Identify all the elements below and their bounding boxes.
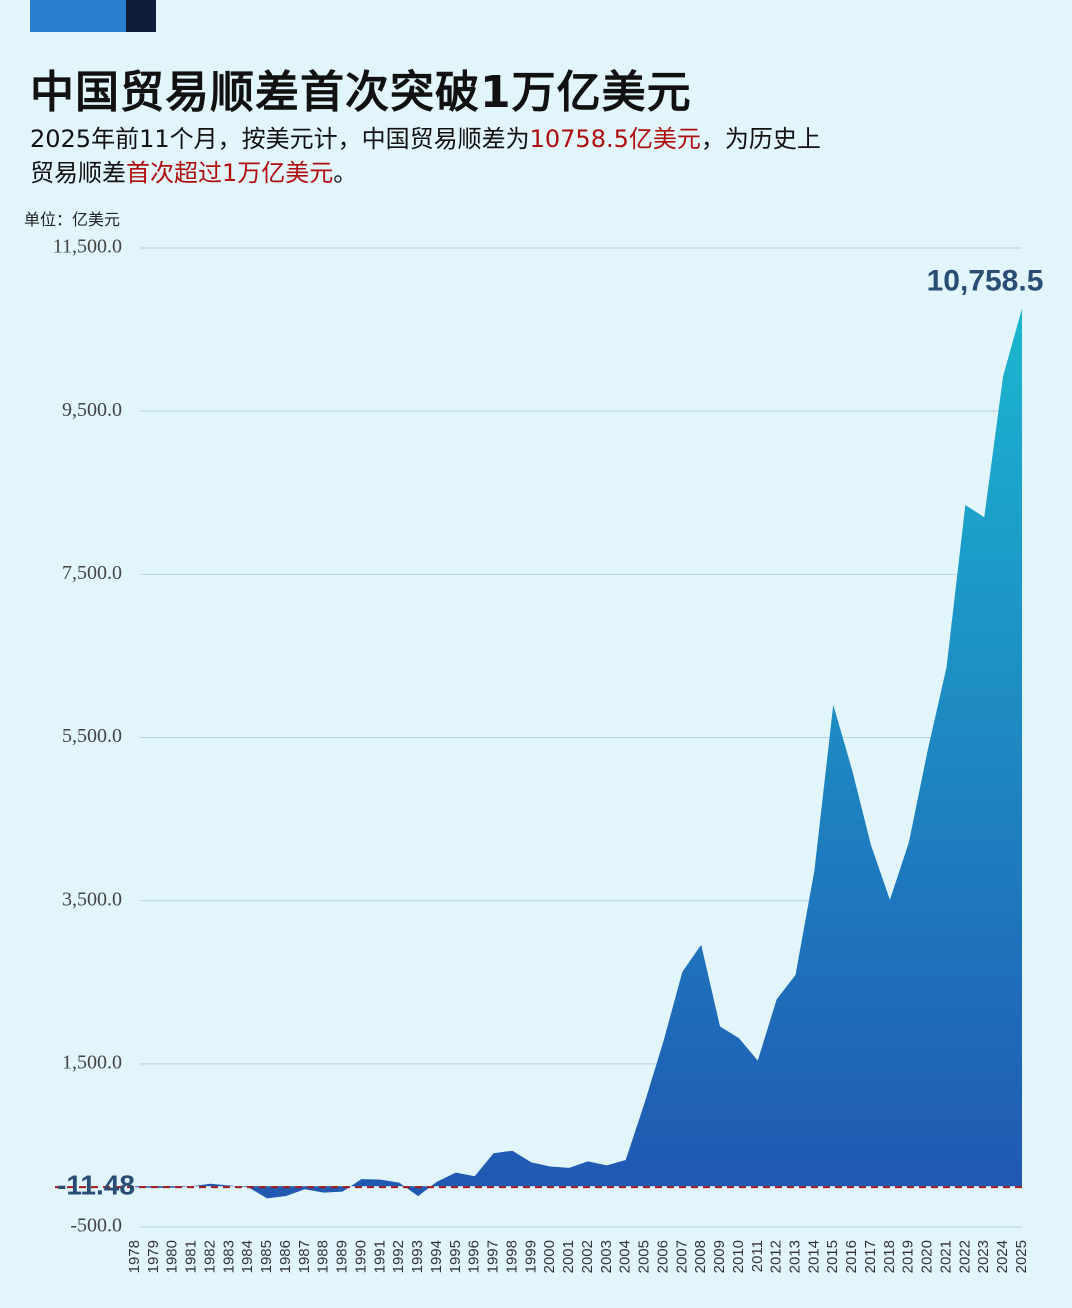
x-tick-label: 1978 <box>126 1240 143 1273</box>
x-tick-label: 2011 <box>749 1240 766 1272</box>
x-tick-label: 2025 <box>1013 1240 1030 1273</box>
x-tick-label: 2006 <box>654 1240 671 1273</box>
x-tick-label: 2007 <box>673 1240 690 1273</box>
x-tick-label: 2009 <box>711 1240 728 1273</box>
subtitle-text: 2025年前11个月，按美元计，中国贸易顺差为 <box>30 125 530 153</box>
subtitle-highlight: 10758.5亿美元 <box>529 125 701 153</box>
x-tick-label: 1979 <box>145 1240 162 1273</box>
x-tick-label: 2004 <box>617 1240 634 1273</box>
y-tick-label: 9,500.0 <box>62 399 122 421</box>
x-tick-label: 1993 <box>409 1240 426 1273</box>
x-tick-label: 2022 <box>956 1240 973 1273</box>
x-tick-label: 1997 <box>485 1240 502 1273</box>
x-tick-label: 2014 <box>805 1240 822 1273</box>
x-tick-label: 2024 <box>994 1240 1011 1273</box>
y-tick-label: 5,500.0 <box>62 725 122 747</box>
y-tick-label: 11,500.0 <box>53 236 122 258</box>
x-tick-label: 2023 <box>975 1240 992 1273</box>
x-tick-label: 1996 <box>466 1240 483 1273</box>
x-tick-label: 2000 <box>541 1240 558 1273</box>
subtitle: 2025年前11个月，按美元计，中国贸易顺差为10758.5亿美元，为历史上贸易… <box>30 122 821 190</box>
subtitle-highlight: 首次超过1万亿美元 <box>126 159 334 187</box>
x-tick-label: 2018 <box>881 1240 898 1273</box>
reference-label: -11.48 <box>57 1170 135 1201</box>
unit-label: 单位：亿美元 <box>24 210 121 229</box>
y-tick-label: -500.0 <box>70 1215 122 1237</box>
subtitle-text: ，为历史上 <box>700 125 821 153</box>
y-tick-label: 3,500.0 <box>62 888 122 910</box>
x-tick-label: 1992 <box>390 1240 407 1273</box>
x-tick-label: 1990 <box>352 1240 369 1273</box>
value-label: 10,758.5 <box>927 264 1044 297</box>
x-tick-label: 1982 <box>201 1240 218 1273</box>
x-tick-label: 2021 <box>937 1240 954 1273</box>
x-tick-label: 1981 <box>183 1240 200 1273</box>
chart-title: 中国贸易顺差首次突破1万亿美元 <box>30 67 692 118</box>
x-tick-label: 1980 <box>164 1240 181 1273</box>
x-tick-label: 2016 <box>843 1240 860 1273</box>
subtitle-text: 。 <box>333 159 358 187</box>
x-tick-label: 1985 <box>258 1240 275 1273</box>
x-tick-label: 1995 <box>447 1240 464 1273</box>
y-tick-label: 1,500.0 <box>62 1051 122 1073</box>
x-tick-label: 1998 <box>503 1240 520 1273</box>
x-tick-label: 2002 <box>579 1240 596 1273</box>
x-tick-label: 2008 <box>692 1240 709 1273</box>
y-tick-label: 7,500.0 <box>62 562 122 584</box>
x-tick-label: 1983 <box>220 1240 237 1273</box>
x-tick-label: 2010 <box>730 1240 747 1273</box>
x-tick-label: 2020 <box>919 1240 936 1273</box>
x-tick-label: 2003 <box>598 1240 615 1273</box>
x-tick-label: 1987 <box>296 1240 313 1273</box>
header-block <box>30 0 156 32</box>
x-tick-label: 2015 <box>824 1240 841 1273</box>
x-tick-label: 2012 <box>768 1240 785 1273</box>
subtitle-text: 贸易顺差 <box>30 159 126 187</box>
x-tick-label: 2005 <box>636 1240 653 1273</box>
x-tick-label: 1988 <box>315 1240 332 1273</box>
x-tick-label: 1999 <box>522 1240 539 1273</box>
x-tick-label: 1984 <box>239 1240 256 1273</box>
x-tick-label: 1989 <box>334 1240 351 1273</box>
area <box>135 308 1022 1199</box>
x-tick-label: 1991 <box>371 1240 388 1273</box>
x-tick-label: 1986 <box>277 1240 294 1273</box>
x-tick-label: 2019 <box>900 1240 917 1273</box>
x-tick-label: 2013 <box>787 1240 804 1273</box>
x-tick-label: 2017 <box>862 1240 879 1273</box>
x-tick-label: 1994 <box>428 1240 445 1273</box>
x-tick-label: 2001 <box>560 1240 577 1273</box>
